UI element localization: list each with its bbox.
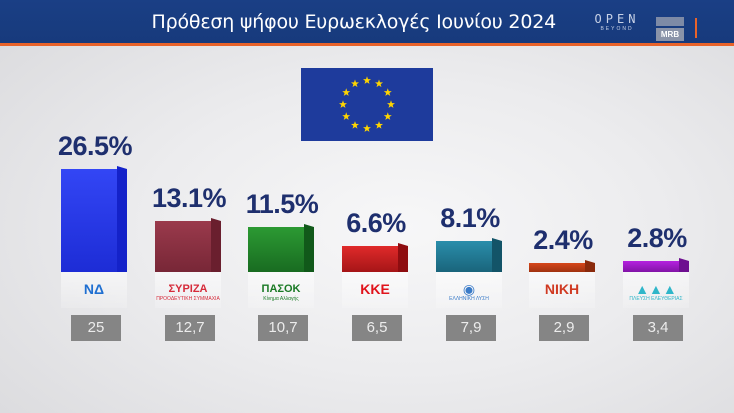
percent-label: 11.5% xyxy=(245,189,319,219)
previous-value-badge: 10,7 xyxy=(258,315,308,341)
bar xyxy=(155,221,211,272)
bar-side xyxy=(398,246,408,272)
party-logo: ◉ ΕΛΛΗΝΙΚΗ ΛΥΣΗ xyxy=(449,281,489,302)
page-title: Πρόθεση ψήφου Ευρωεκλογές Ιουνίου 2024 xyxy=(151,11,557,33)
bar-group: 2.4% ΝΙΚΗ 2,9 xyxy=(529,0,609,413)
previous-value-badge: 2,9 xyxy=(539,315,589,341)
bar-group: 11.5% ΠΑΣΟΚ Κίνημα Αλλαγής 10,7 xyxy=(246,0,328,413)
bar-reflection xyxy=(623,272,689,308)
percent-label: 6.6% xyxy=(346,208,406,238)
header-divider xyxy=(695,18,697,38)
percent-label: 2.4% xyxy=(533,225,593,255)
bar xyxy=(623,261,679,272)
party-logo: ΚΚΕ xyxy=(360,281,390,297)
bar-side xyxy=(211,221,221,272)
party-logo: ΝΙΚΗ xyxy=(544,281,580,297)
previous-value-badge: 12,7 xyxy=(165,315,215,341)
percent-label: 2.8% xyxy=(627,223,687,253)
bar-reflection xyxy=(342,272,408,308)
bar-side xyxy=(304,227,314,272)
bar-side xyxy=(117,169,127,272)
percent-label: 13.1% xyxy=(151,183,227,213)
party-logo: ΠΑΣΟΚ Κίνημα Αλλαγής xyxy=(261,283,301,302)
bar-reflection xyxy=(61,272,127,308)
previous-value-badge: 25 xyxy=(71,315,121,341)
bar-reflection xyxy=(155,272,221,308)
party-logo: ▲▲▲ ΠΛΕΥΣΗ ΕΛΕΥΘΕΡΙΑΣ xyxy=(629,281,683,302)
eu-flag-icon xyxy=(301,68,433,141)
bar-group: 26.5% ΝΔ 25 xyxy=(58,0,141,413)
bar xyxy=(342,246,398,272)
previous-value-badge: 7,9 xyxy=(446,315,496,341)
bar xyxy=(529,263,585,272)
bar-group: 2.8% ▲▲▲ ΠΛΕΥΣΗ ΕΛΕΥΘΕΡΙΑΣ 3,4 xyxy=(623,0,703,413)
mrb-logo: MRB xyxy=(656,17,684,41)
bar-side xyxy=(679,261,689,272)
bar-group: 13.1% ΣΥΡΙΖΑ ΠΡΟΟΔΕΥΤΙΚΗ ΣΥΜΜΑΧΙΑ 12,7 xyxy=(152,0,235,413)
party-logo: ΣΥΡΙΖΑ ΠΡΟΟΔΕΥΤΙΚΗ ΣΥΜΜΑΧΙΑ xyxy=(156,283,220,302)
bar-reflection xyxy=(248,272,314,308)
previous-value-badge: 6,5 xyxy=(352,315,402,341)
previous-value-badge: 3,4 xyxy=(633,315,683,341)
percent-label: 8.1% xyxy=(440,203,500,233)
percent-label: 26.5% xyxy=(57,131,133,161)
open-beyond-logo: OPEN BEYOND xyxy=(594,12,640,33)
bar-reflection xyxy=(529,272,595,308)
bar-reflection xyxy=(436,272,502,308)
bar xyxy=(61,169,117,272)
party-logo: ΝΔ xyxy=(83,281,105,297)
bar-group: 8.1% ◉ ΕΛΛΗΝΙΚΗ ΛΥΣΗ 7,9 xyxy=(436,0,516,413)
bar-side xyxy=(492,241,502,272)
bar-side xyxy=(585,263,595,272)
bar xyxy=(436,241,492,272)
header-bar: Πρόθεση ψήφου Ευρωεκλογές Ιουνίου 2024 O… xyxy=(0,0,734,46)
bar-group: 6.6% ΚΚΕ 6,5 xyxy=(342,0,422,413)
bar xyxy=(248,227,304,272)
